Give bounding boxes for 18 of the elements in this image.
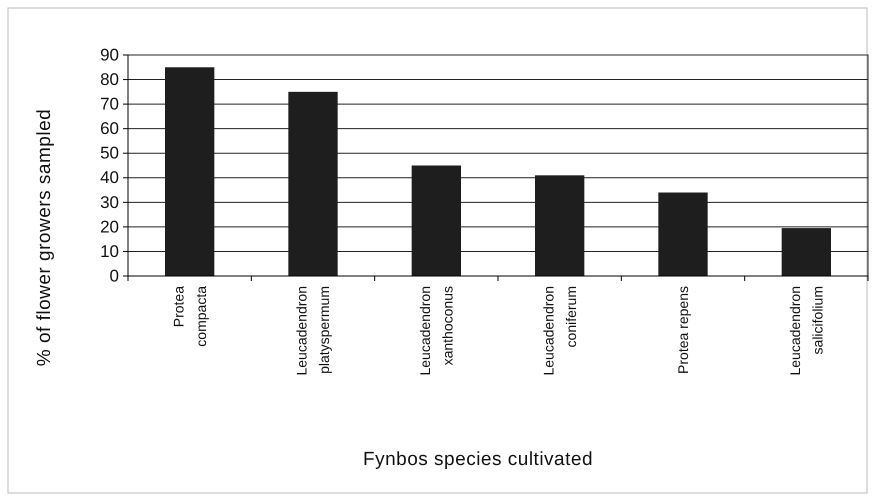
y-tick-label: 90 <box>100 45 119 64</box>
y-tick-label: 40 <box>100 168 119 188</box>
x-tick-label: Protea compacta <box>170 286 209 347</box>
y-tick-label: 80 <box>100 70 119 89</box>
x-tick-label: Leucadendron platyspermum <box>294 286 332 376</box>
y-tick-label: 50 <box>100 144 119 163</box>
y-tick-label: 10 <box>100 242 119 261</box>
y-axis-title: % of flower growers sampled <box>34 108 55 366</box>
x-tick-label: Protea repens <box>674 286 691 374</box>
y-tick-label: 0 <box>110 266 119 286</box>
x-tick-label: Leucadendron coniferum <box>540 286 579 376</box>
y-tick-label: 60 <box>100 119 119 138</box>
y-tick-label: 20 <box>100 217 119 236</box>
x-axis-title: Fynbos species cultivated <box>362 449 594 470</box>
x-tick-label: Leucadendron xanthoconus <box>417 286 456 376</box>
x-tick-label: Leucadendron salicifolium <box>787 286 826 376</box>
y-tick-label: 30 <box>100 192 119 212</box>
y-tick-label: 70 <box>100 94 119 114</box>
